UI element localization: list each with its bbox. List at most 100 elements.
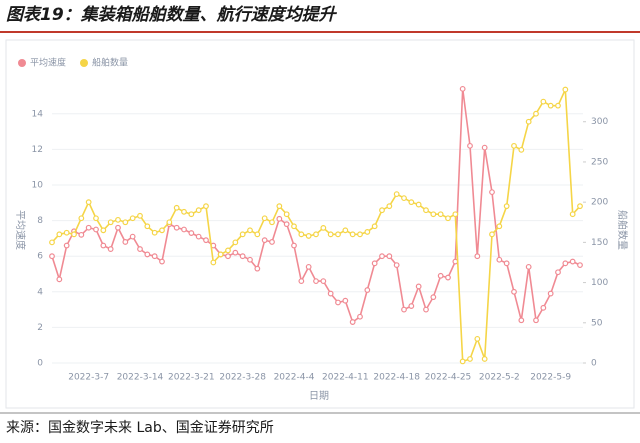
point xyxy=(247,256,253,263)
point xyxy=(481,144,488,151)
series-line xyxy=(51,88,581,324)
point xyxy=(533,317,539,324)
point xyxy=(320,224,327,231)
point xyxy=(137,212,143,219)
chart-title: 图表19：集装箱船舶数量、航行速度均提升 xyxy=(6,5,338,25)
point xyxy=(357,313,363,320)
point xyxy=(525,263,532,270)
point xyxy=(503,260,510,267)
point xyxy=(159,258,165,265)
point xyxy=(386,203,393,210)
point xyxy=(393,262,400,269)
point xyxy=(144,251,151,258)
point xyxy=(496,256,503,263)
legend-label: 船舶数量 xyxy=(92,57,128,69)
x-tick-label: 2022-4-4 xyxy=(274,373,315,383)
point xyxy=(56,231,63,238)
x-tick-label: 2022-3-7 xyxy=(68,373,109,383)
point xyxy=(217,251,224,258)
point xyxy=(437,272,444,279)
legend-swatch xyxy=(18,59,26,67)
x-tick-label: 2022-3-14 xyxy=(117,373,164,383)
point xyxy=(203,237,209,244)
x-tick-label: 2022-5-2 xyxy=(479,373,520,383)
point xyxy=(364,287,371,293)
point xyxy=(100,242,107,249)
point xyxy=(225,253,231,260)
point xyxy=(459,358,466,365)
point xyxy=(511,142,517,149)
point xyxy=(335,231,341,238)
point xyxy=(115,216,121,223)
point xyxy=(159,227,165,234)
point xyxy=(511,288,517,295)
y-tick-label: 14 xyxy=(32,109,44,119)
point xyxy=(225,247,231,254)
point xyxy=(71,231,77,238)
point xyxy=(577,203,583,210)
point xyxy=(107,246,114,252)
x-tick-label: 2022-4-18 xyxy=(373,373,420,383)
point xyxy=(232,239,239,246)
legend-label: 平均速度 xyxy=(30,57,66,69)
point xyxy=(85,199,92,206)
x-tick-label: 2022-4-11 xyxy=(322,373,369,383)
point xyxy=(210,259,217,266)
point xyxy=(349,319,356,325)
point xyxy=(459,85,466,92)
point xyxy=(533,110,539,117)
point xyxy=(305,233,312,239)
point xyxy=(188,211,195,218)
point xyxy=(232,249,239,256)
point xyxy=(408,199,415,206)
point xyxy=(93,215,99,222)
legend-swatch xyxy=(80,59,88,67)
y-tick-label: 0 xyxy=(37,359,43,369)
point xyxy=(467,356,473,362)
source: 来源：国金数字未来 Lab、国金证券研究所 xyxy=(6,420,274,436)
point xyxy=(122,219,129,226)
point xyxy=(489,231,495,238)
point xyxy=(137,246,143,252)
point xyxy=(357,231,363,238)
point xyxy=(63,229,70,236)
point xyxy=(313,278,319,285)
point xyxy=(401,195,407,202)
point xyxy=(203,203,209,210)
point xyxy=(445,274,451,281)
point xyxy=(423,306,429,313)
point xyxy=(276,215,283,222)
y-tick-label: 10 xyxy=(32,181,44,191)
point xyxy=(129,233,136,240)
point xyxy=(276,203,283,210)
x-axis-label: 日期 xyxy=(309,390,329,402)
point xyxy=(445,215,451,222)
point xyxy=(188,230,195,236)
point xyxy=(437,211,444,218)
x-tick-label: 2022-5-9 xyxy=(530,373,571,383)
y-tick-label: 8 xyxy=(37,216,43,226)
point xyxy=(430,211,437,218)
point xyxy=(408,303,415,309)
point xyxy=(540,304,547,311)
point xyxy=(151,253,158,260)
point xyxy=(291,223,297,230)
point xyxy=(379,207,385,214)
point xyxy=(78,231,85,238)
y2-tick-label: 50 xyxy=(591,318,603,328)
x-tick-label: 2022-3-28 xyxy=(219,373,266,383)
point xyxy=(525,118,532,125)
y2-tick-label: 200 xyxy=(591,198,608,208)
point xyxy=(342,297,349,304)
point xyxy=(261,237,268,244)
point xyxy=(166,219,173,226)
chart-frame xyxy=(5,39,635,409)
point xyxy=(283,211,290,218)
point xyxy=(254,265,261,272)
point xyxy=(540,98,547,105)
y2-tick-label: 250 xyxy=(591,157,608,167)
point xyxy=(151,229,158,236)
point xyxy=(489,189,495,196)
